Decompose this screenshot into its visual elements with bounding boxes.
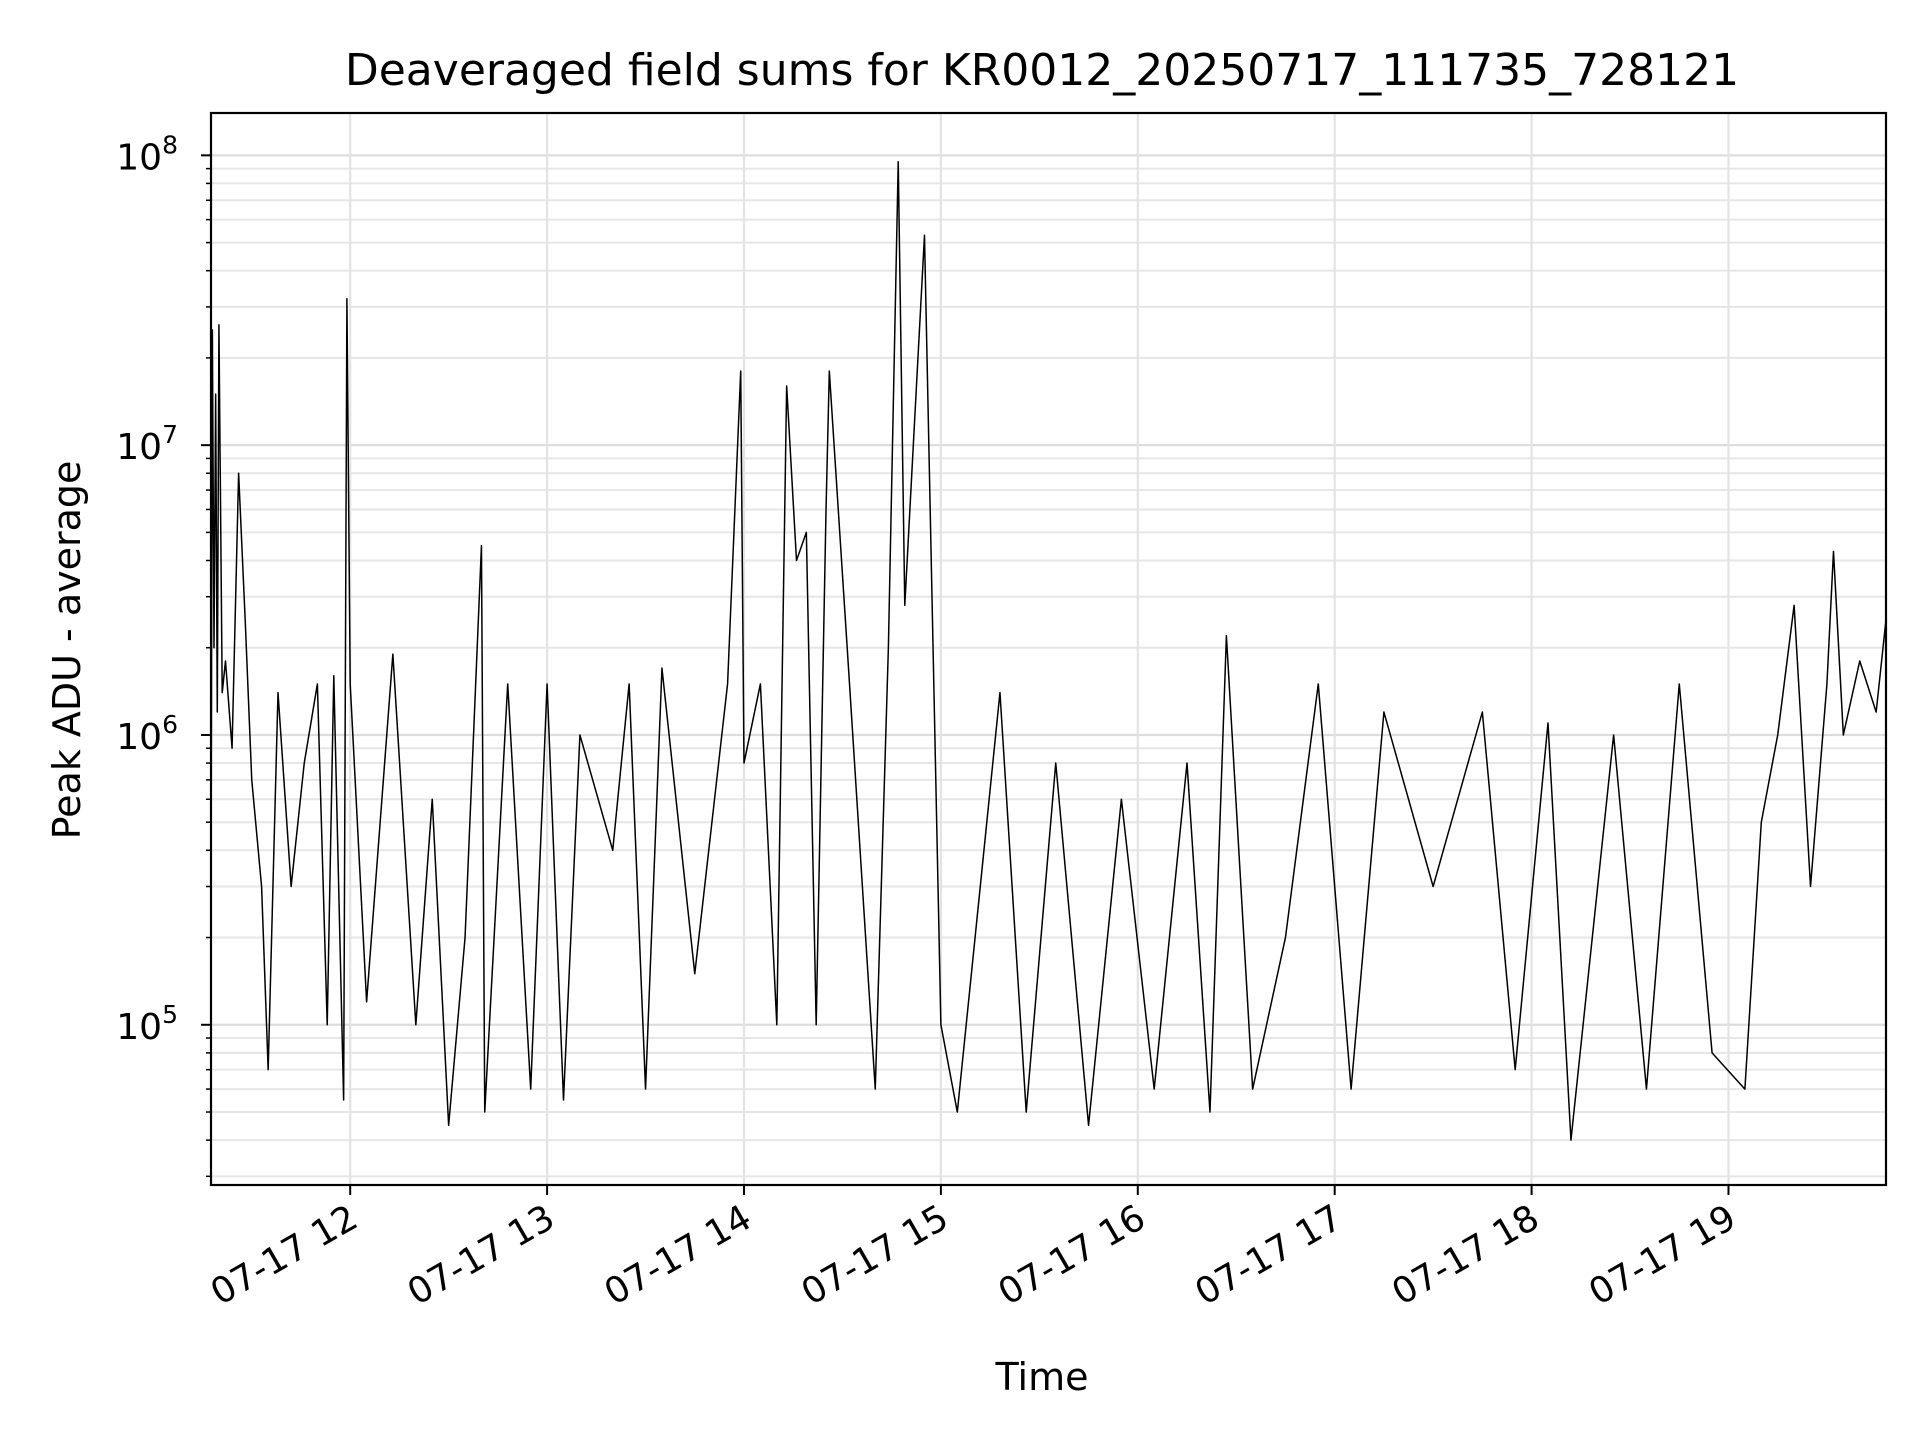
chart-title: Deaveraged field sums for KR0012_2025071… [345,45,1739,96]
y-tick-exponent: 7 [162,420,178,449]
y-tick-exponent: 6 [162,710,178,739]
y-tick-label: 106 [116,710,178,758]
data-series-line [211,161,1886,1141]
x-axis-label: Time [995,1355,1089,1399]
y-tick-exponent: 8 [162,130,178,159]
y-tick-exponent: 5 [162,1000,178,1029]
axes-frame [209,111,1888,1187]
y-axis-label: Peak ADU - average [45,461,89,840]
